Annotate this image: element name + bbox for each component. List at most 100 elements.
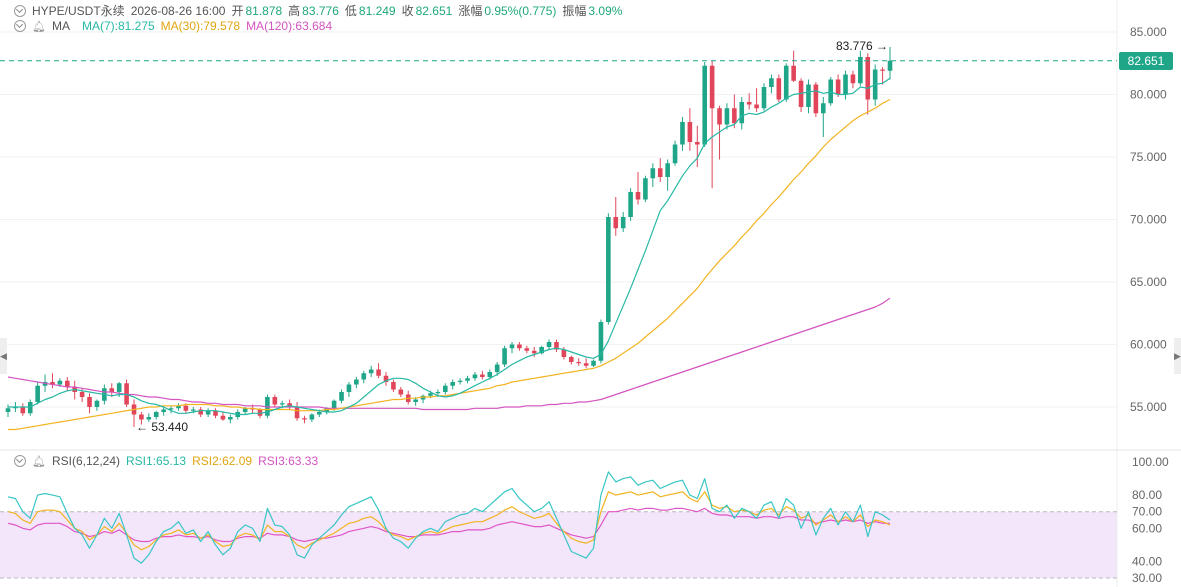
candle-body: [531, 350, 537, 354]
candle-body: [813, 84, 819, 114]
rsi3-value: RSI3:63.33: [258, 454, 319, 468]
candle-body: [242, 408, 248, 412]
candle-body: [272, 397, 278, 405]
collapse-icon[interactable]: [14, 20, 26, 32]
candle-body: [858, 57, 863, 84]
candle-body: [213, 410, 218, 416]
candle-body: [57, 380, 63, 385]
candle-body: [635, 192, 641, 200]
candle-body: [279, 403, 285, 405]
candle-body: [591, 360, 596, 366]
candle-body: [694, 142, 700, 145]
collapse-icon[interactable]: [14, 4, 26, 17]
candle-body: [680, 122, 685, 145]
candle-body: [428, 393, 433, 396]
candle-body: [368, 369, 374, 374]
candle-body: [116, 383, 122, 392]
candle-body: [435, 392, 441, 394]
candle-body: [205, 410, 211, 415]
rsi-tick-label: 70.00: [1132, 505, 1162, 519]
candle-body: [294, 407, 300, 419]
open-value: 81.878: [245, 3, 283, 18]
candle-body: [257, 409, 263, 416]
candle-body: [472, 374, 478, 379]
candle-body: [228, 417, 233, 420]
candle-body: [724, 108, 730, 125]
candle-body: [153, 412, 159, 417]
candle-body: [346, 384, 352, 392]
candle-body: [843, 74, 848, 95]
ma-lines: [7, 77, 891, 431]
candle-body: [754, 104, 759, 109]
candle-body: [35, 385, 40, 402]
high-marker-value: 83.776: [836, 39, 873, 53]
candle-body: [64, 380, 70, 387]
scroll-right-handle[interactable]: ▶: [1174, 338, 1181, 374]
candle-body: [576, 362, 582, 364]
bell-icon[interactable]: 🔔︎: [32, 20, 46, 33]
high-label: 高: [288, 4, 301, 18]
candle-body: [420, 395, 426, 400]
rsi2-value: RSI2:62.09: [192, 454, 253, 468]
rsi1-line: [7, 471, 891, 564]
price-tick-label: 60.000: [1130, 338, 1167, 352]
candle-body: [190, 409, 196, 411]
candle-body: [850, 74, 856, 84]
ma-title: MA: [51, 19, 70, 33]
candle-body: [769, 78, 774, 87]
candle-body: [109, 388, 115, 392]
candle-body: [13, 407, 18, 409]
rsi-tick-label: 30.00: [1132, 571, 1162, 585]
candle-body: [20, 407, 26, 414]
candle-body: [650, 168, 656, 179]
candle-body: [509, 344, 515, 349]
rsi-tick-label: 60.00: [1132, 521, 1162, 535]
candle-body: [835, 79, 841, 95]
candle-body: [709, 65, 715, 109]
candle-body: [687, 122, 693, 142]
price-tick-label: 55.000: [1130, 400, 1167, 414]
close-label: 收: [401, 4, 414, 18]
candle-body: [776, 78, 782, 100]
bell-icon[interactable]: 🔔︎: [32, 455, 46, 468]
amplitude-value: 3.09%: [588, 3, 623, 18]
low-marker-value: 53.440: [151, 420, 189, 434]
collapse-icon[interactable]: [14, 455, 26, 467]
candle-body: [354, 379, 359, 385]
candle-body: [732, 108, 737, 124]
candle-body: [568, 357, 574, 362]
candle-body: [702, 65, 708, 145]
change-value: 0.95%(0.775): [484, 3, 557, 18]
candle-body: [502, 348, 507, 365]
candle-body: [198, 409, 204, 415]
price-axis: 85.000 80.000 75.000 70.000 65.000 60.000 55.0…: [1130, 25, 1167, 414]
rsi-tick-label: 100.00: [1132, 455, 1169, 469]
candle-body: [457, 380, 463, 382]
candle-body: [561, 349, 567, 357]
price-tick-label: 75.000: [1130, 150, 1167, 164]
candle-body: [413, 399, 418, 402]
candle-body: [539, 347, 544, 354]
candle-body: [5, 408, 11, 412]
candle-body: [146, 417, 152, 420]
candle-body: [376, 369, 381, 376]
candle-body: [643, 178, 648, 200]
candle-body: [27, 402, 33, 414]
candle-body: [124, 383, 129, 405]
scroll-left-handle[interactable]: ◀: [0, 338, 7, 374]
candle-body: [554, 342, 559, 350]
price-tick-label: 65.000: [1130, 275, 1167, 289]
change-label: 涨幅: [458, 4, 483, 18]
candle-body: [94, 400, 100, 407]
candle-body: [598, 322, 604, 361]
last-price-tag: 82.651: [1119, 51, 1173, 70]
candle-body: [880, 69, 885, 71]
symbol-label: HYPE/USDT永续: [32, 4, 125, 18]
candle-body: [442, 385, 448, 392]
price-tick-label: 70.000: [1130, 213, 1167, 227]
candle-body: [309, 414, 315, 420]
ma7-line: [8, 77, 891, 416]
candle-body: [161, 409, 166, 412]
